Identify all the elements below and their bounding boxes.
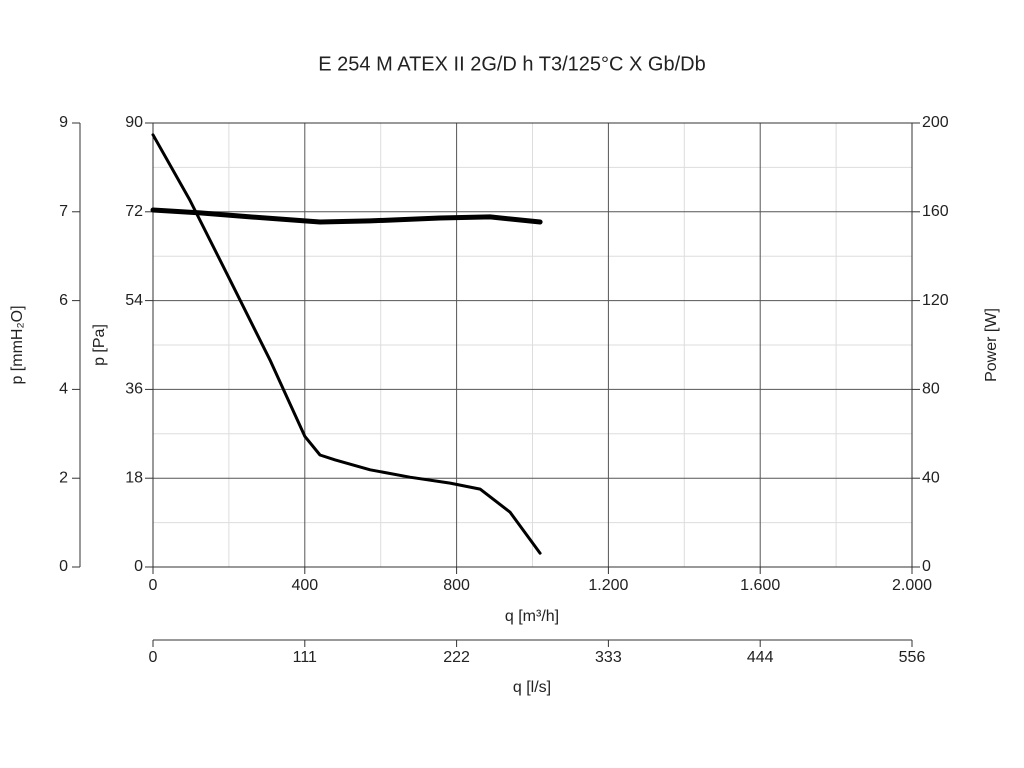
- y2-tick-label: 80: [922, 381, 940, 398]
- y3-tick-label: 7: [59, 203, 68, 220]
- x-axis-label: q [m³/h]: [505, 608, 559, 625]
- y3-tick-label: 9: [59, 114, 68, 131]
- x2-tick-label: 111: [293, 649, 317, 666]
- y-tick-label: 36: [125, 381, 143, 398]
- x2-tick-label: 556: [899, 649, 926, 666]
- y-tick-label: 18: [125, 469, 143, 486]
- y-tick-label: 0: [134, 558, 143, 575]
- data-line: [151, 133, 542, 555]
- x2-tick-label: 444: [747, 649, 774, 666]
- y3-axis-label: p [mmH₂O]: [9, 305, 26, 384]
- y3-tick-label: 6: [59, 292, 68, 309]
- x2-tick-label: 222: [443, 649, 470, 666]
- x-tick-label: 1.200: [588, 577, 628, 594]
- y3-tick-label: 2: [59, 469, 68, 486]
- y2-tick-label: 40: [922, 469, 940, 486]
- y2-tick-label: 200: [922, 114, 949, 131]
- x-tick-label: 800: [443, 577, 470, 594]
- y2-tick-label: 120: [922, 292, 949, 309]
- y2-axis-label: Power [W]: [983, 308, 1000, 382]
- x2-axis-label: q [l/s]: [513, 679, 551, 696]
- x2-tick-label: 0: [149, 649, 158, 666]
- x-tick-label: 400: [291, 577, 318, 594]
- y3-tick-label: 4: [59, 381, 68, 398]
- y2-tick-label: 0: [922, 558, 931, 575]
- x-tick-label: 1.600: [740, 577, 780, 594]
- y-axis-label: p [Pa]: [91, 324, 108, 366]
- data-line: [150, 207, 543, 225]
- x-tick-label: 2.000: [892, 577, 932, 594]
- x2-tick-label: 333: [595, 649, 622, 666]
- y3-tick-label: 0: [59, 558, 68, 575]
- x-tick-label: 0: [149, 577, 158, 594]
- y2-tick-label: 160: [922, 203, 949, 220]
- y-tick-label: 54: [125, 292, 143, 309]
- y-tick-label: 90: [125, 114, 143, 131]
- plot-frame: [152, 122, 913, 568]
- y-tick-label: 72: [125, 203, 143, 220]
- chart-title: E 254 M ATEX II 2G/D h T3/125°C X Gb/Db: [318, 53, 705, 75]
